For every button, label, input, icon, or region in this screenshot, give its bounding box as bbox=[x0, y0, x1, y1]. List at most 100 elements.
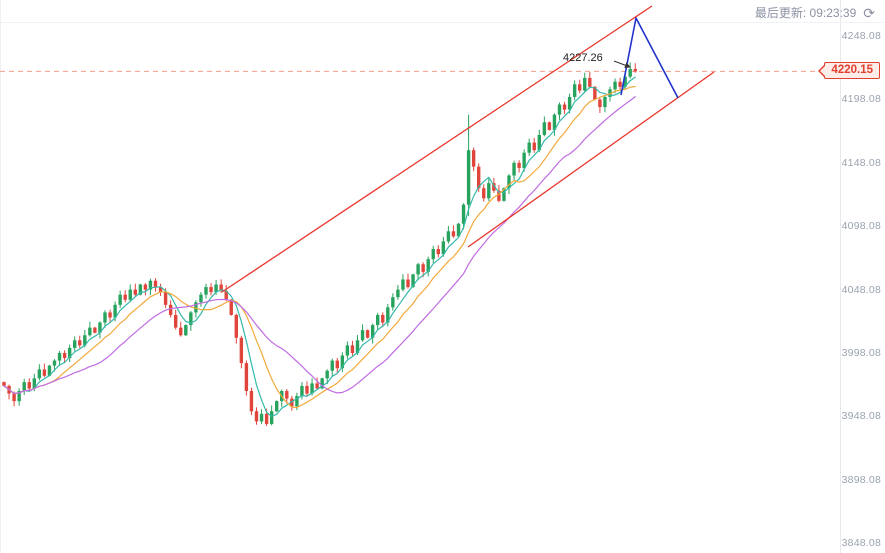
current-price-tag: 4220.15 bbox=[824, 62, 880, 80]
candle-body bbox=[259, 413, 264, 422]
candle-body bbox=[376, 314, 380, 326]
candle-body bbox=[335, 360, 339, 369]
candle-body bbox=[451, 231, 456, 237]
y-axis-label: 4198.08 bbox=[841, 93, 881, 106]
ma-5-line bbox=[3, 76, 636, 417]
candle-body bbox=[153, 280, 158, 288]
candle-body bbox=[552, 114, 557, 130]
annotation-arrow bbox=[613, 60, 631, 69]
candle-body bbox=[103, 312, 107, 323]
candle-body bbox=[57, 352, 62, 361]
candle-body bbox=[426, 259, 430, 272]
candle-body bbox=[73, 340, 77, 348]
candle-body bbox=[305, 385, 309, 394]
y-axis-label: 3848.08 bbox=[841, 537, 881, 549]
candle-body bbox=[578, 84, 582, 91]
candle-body bbox=[269, 411, 274, 424]
candle-body bbox=[598, 99, 602, 108]
candle-body bbox=[290, 398, 294, 407]
last-update-label: 最后更新: 09:23:39 bbox=[754, 6, 857, 20]
candle-body bbox=[199, 294, 203, 303]
candle-body bbox=[229, 299, 233, 315]
candle-body bbox=[461, 204, 466, 224]
candle-body bbox=[360, 330, 365, 341]
candle-body bbox=[386, 307, 390, 323]
candle-body bbox=[391, 297, 395, 308]
candle-body bbox=[618, 81, 622, 87]
candle-body bbox=[32, 378, 36, 389]
candle-body bbox=[143, 284, 148, 290]
candle-body bbox=[562, 104, 567, 110]
candle-body bbox=[27, 382, 31, 389]
candle-body bbox=[179, 327, 183, 336]
candle-body bbox=[396, 289, 400, 298]
y-axis-label: 4148.08 bbox=[841, 156, 881, 169]
chart-header: 最后更新: 09:23:39 ⟳ bbox=[755, 4, 875, 21]
candle-body bbox=[93, 327, 97, 333]
candle-body bbox=[381, 314, 385, 323]
candle-body bbox=[209, 287, 213, 293]
candle-body bbox=[522, 152, 526, 168]
candle-body bbox=[83, 335, 87, 346]
candle-body bbox=[613, 81, 617, 90]
high-price-annotation: 4227.26 bbox=[563, 52, 603, 64]
candle-body bbox=[98, 322, 102, 333]
candle-body bbox=[537, 134, 541, 151]
candle-body bbox=[17, 391, 21, 402]
candle-body bbox=[285, 391, 289, 399]
candle-body bbox=[446, 231, 451, 242]
y-axis-label: 3948.08 bbox=[841, 410, 881, 423]
candle-body bbox=[52, 360, 57, 366]
y-axis-label: 4248.08 bbox=[841, 30, 881, 42]
candle-body bbox=[325, 370, 329, 379]
y-axis-label: 4048.08 bbox=[841, 283, 881, 296]
candle-body bbox=[78, 340, 82, 346]
candle-body bbox=[497, 190, 501, 201]
candle-body bbox=[123, 294, 127, 300]
candle-body bbox=[492, 183, 496, 191]
candle-body bbox=[47, 365, 52, 376]
candle-body bbox=[163, 292, 168, 305]
candle-body bbox=[477, 166, 481, 189]
candle-body bbox=[12, 393, 16, 402]
candle-body bbox=[133, 289, 137, 295]
candle-body bbox=[62, 352, 67, 359]
candle-body bbox=[441, 241, 446, 255]
candle-body bbox=[264, 413, 269, 424]
candle-body bbox=[431, 249, 435, 260]
refresh-icon[interactable]: ⟳ bbox=[863, 4, 875, 21]
candle-body bbox=[148, 280, 153, 290]
candle-body bbox=[421, 264, 425, 272]
candle-body bbox=[340, 355, 345, 369]
channel-trendline[interactable] bbox=[467, 71, 715, 248]
channel-trendline[interactable] bbox=[221, 5, 653, 293]
candle-body bbox=[517, 162, 521, 168]
candle-body bbox=[295, 396, 299, 407]
candle-body bbox=[189, 312, 193, 326]
candle-body bbox=[88, 327, 92, 336]
candle-body bbox=[234, 314, 238, 338]
candle-body bbox=[128, 289, 132, 300]
candle-body bbox=[67, 347, 72, 359]
projection-line[interactable] bbox=[620, 17, 679, 99]
candle-body bbox=[310, 383, 314, 394]
candle-body bbox=[593, 86, 597, 100]
candle-body bbox=[512, 162, 516, 176]
candle-body bbox=[436, 249, 440, 255]
candle-body bbox=[628, 69, 632, 77]
candle-body bbox=[249, 391, 254, 412]
ma-10-line bbox=[3, 85, 636, 409]
candle-body bbox=[214, 284, 218, 293]
candle-body bbox=[557, 104, 562, 115]
candle-body bbox=[2, 382, 6, 386]
candles-layer bbox=[2, 62, 637, 426]
y-axis-label: 3898.08 bbox=[841, 473, 881, 486]
candle-body bbox=[315, 383, 319, 389]
candle-body bbox=[158, 287, 163, 293]
candle-body bbox=[300, 385, 304, 397]
candle-body bbox=[532, 142, 536, 151]
candle-body bbox=[482, 188, 486, 199]
candle-body bbox=[330, 360, 334, 371]
